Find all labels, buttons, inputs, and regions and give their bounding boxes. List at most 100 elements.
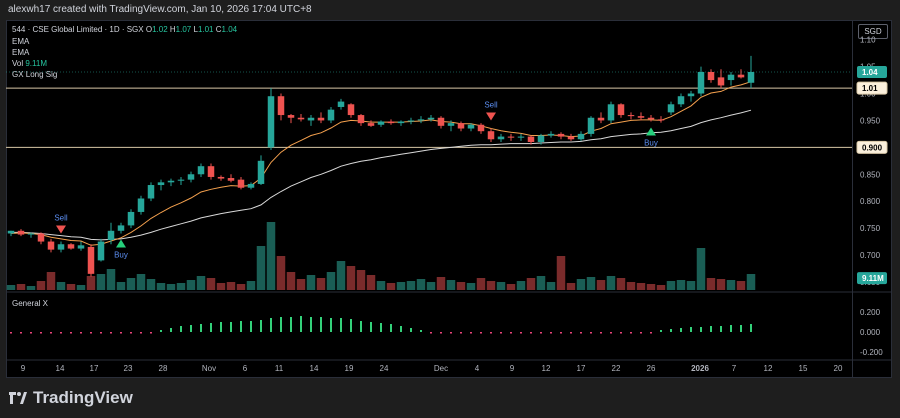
legend-gx-long-sig[interactable]: GX Long Sig: [12, 70, 58, 79]
oscillator-bar: [100, 332, 102, 334]
tradingview-logo-icon: [9, 392, 27, 404]
price-axis-tick: 1.10: [860, 36, 876, 45]
oscillator-bar: [550, 332, 552, 334]
ohlc-low: 1.01: [197, 25, 214, 34]
tradingview-brand: TradingView: [8, 388, 133, 408]
volume-bar: [616, 278, 626, 290]
volume-bar: [326, 272, 336, 290]
oscillator-bar: [560, 332, 562, 334]
oscillator-bar: [610, 332, 612, 334]
oscillator-bar: [90, 332, 92, 334]
time-axis-tick: 7: [732, 364, 737, 373]
time-axis-tick: 9: [21, 364, 26, 373]
volume-bar: [336, 261, 346, 290]
candle-body: [317, 117, 325, 121]
volume-bar: [296, 279, 306, 290]
oscillator-bar: [700, 327, 702, 332]
volume-bar: [376, 281, 386, 290]
oscillator-bar: [570, 332, 572, 334]
buy-signal-label: Buy: [644, 139, 658, 148]
candle-body: [567, 136, 575, 140]
oscillator-bar: [160, 330, 162, 332]
candle-body: [227, 178, 235, 181]
oscillator-bar: [450, 332, 452, 334]
price-axis-tick: 0.950: [860, 116, 881, 125]
volume-bar: [476, 278, 486, 290]
candle-body: [137, 198, 145, 212]
oscillator-bar: [420, 330, 422, 332]
volume-bar: [16, 284, 26, 290]
sell-signal-label: Sell: [484, 101, 498, 110]
volume-bar: [566, 283, 576, 290]
volume-bar: [366, 275, 376, 290]
oscillator-title[interactable]: General X: [12, 299, 49, 308]
candle-body: [257, 160, 265, 184]
candle-body: [237, 179, 245, 188]
volume-bar: [536, 276, 546, 290]
price-badge-label: 1.04: [862, 68, 878, 77]
volume-bar: [226, 282, 236, 290]
volume-value: 9.11M: [25, 59, 47, 68]
oscillator-bar: [710, 326, 712, 332]
volume-bar: [96, 274, 106, 290]
candle-body: [197, 166, 205, 175]
candle-body: [687, 93, 695, 97]
time-axis-tick: Dec: [434, 364, 448, 373]
candle-body: [187, 174, 195, 180]
volume-bar: [666, 281, 676, 290]
candle-body: [377, 121, 385, 125]
volume-bar: [546, 282, 556, 290]
oscillator-bar: [40, 332, 42, 334]
volume-bar: [636, 283, 646, 290]
candle-body: [37, 233, 45, 242]
oscillator-bar: [150, 332, 152, 334]
oscillator-bar: [720, 326, 722, 332]
volume-bar: [606, 276, 616, 290]
candle-body: [147, 185, 155, 199]
candle-body: [587, 117, 595, 134]
legend-ema2[interactable]: EMA: [12, 48, 30, 57]
volume-bar: [176, 283, 186, 290]
symbol-label[interactable]: 544 · CSE Global Limited · 1D · SGX: [12, 25, 144, 34]
oscillator-bar: [190, 325, 192, 332]
oscillator-bar: [480, 332, 482, 334]
candle-body: [677, 96, 685, 105]
time-axis-tick: 24: [380, 364, 389, 373]
volume-bar: [686, 281, 696, 290]
candle-body: [7, 230, 15, 234]
time-axis-tick: 4: [475, 364, 480, 373]
legend-ema1[interactable]: EMA: [12, 37, 30, 46]
volume-bar: [496, 282, 506, 290]
volume-bar: [706, 278, 716, 290]
volume-bar: [456, 282, 466, 290]
volume-bar: [596, 280, 606, 290]
volume-bar: [106, 269, 116, 290]
oscillator-bar: [200, 324, 202, 332]
ema-slow-line: [11, 109, 752, 241]
ohlc-close: 1.04: [221, 25, 238, 34]
oscillator-bar: [750, 324, 752, 332]
candle-body: [347, 104, 355, 116]
candle-body: [637, 116, 645, 118]
oscillator-bar: [130, 332, 132, 334]
volume-bar: [186, 280, 196, 290]
ema-fast-line: [10, 81, 752, 246]
candle-body: [657, 119, 665, 121]
oscillator-bar: [50, 332, 52, 334]
candle-body: [647, 117, 655, 120]
volume-bar: [466, 283, 476, 290]
time-axis-tick: 12: [542, 364, 551, 373]
time-axis-tick: 12: [764, 364, 773, 373]
oscillator-bar: [390, 324, 392, 332]
volume-bar: [126, 278, 136, 290]
candle-body: [517, 136, 525, 138]
candle-body: [107, 230, 115, 240]
price-badge-box: [857, 272, 887, 285]
candle-body: [397, 121, 405, 124]
currency-selector[interactable]: SGD: [858, 24, 888, 39]
price-badge-box: [856, 140, 888, 154]
chart-frame[interactable]: [6, 20, 892, 378]
oscillator-bar: [590, 332, 592, 334]
legend-volume[interactable]: Vol 9.11M: [12, 59, 47, 68]
